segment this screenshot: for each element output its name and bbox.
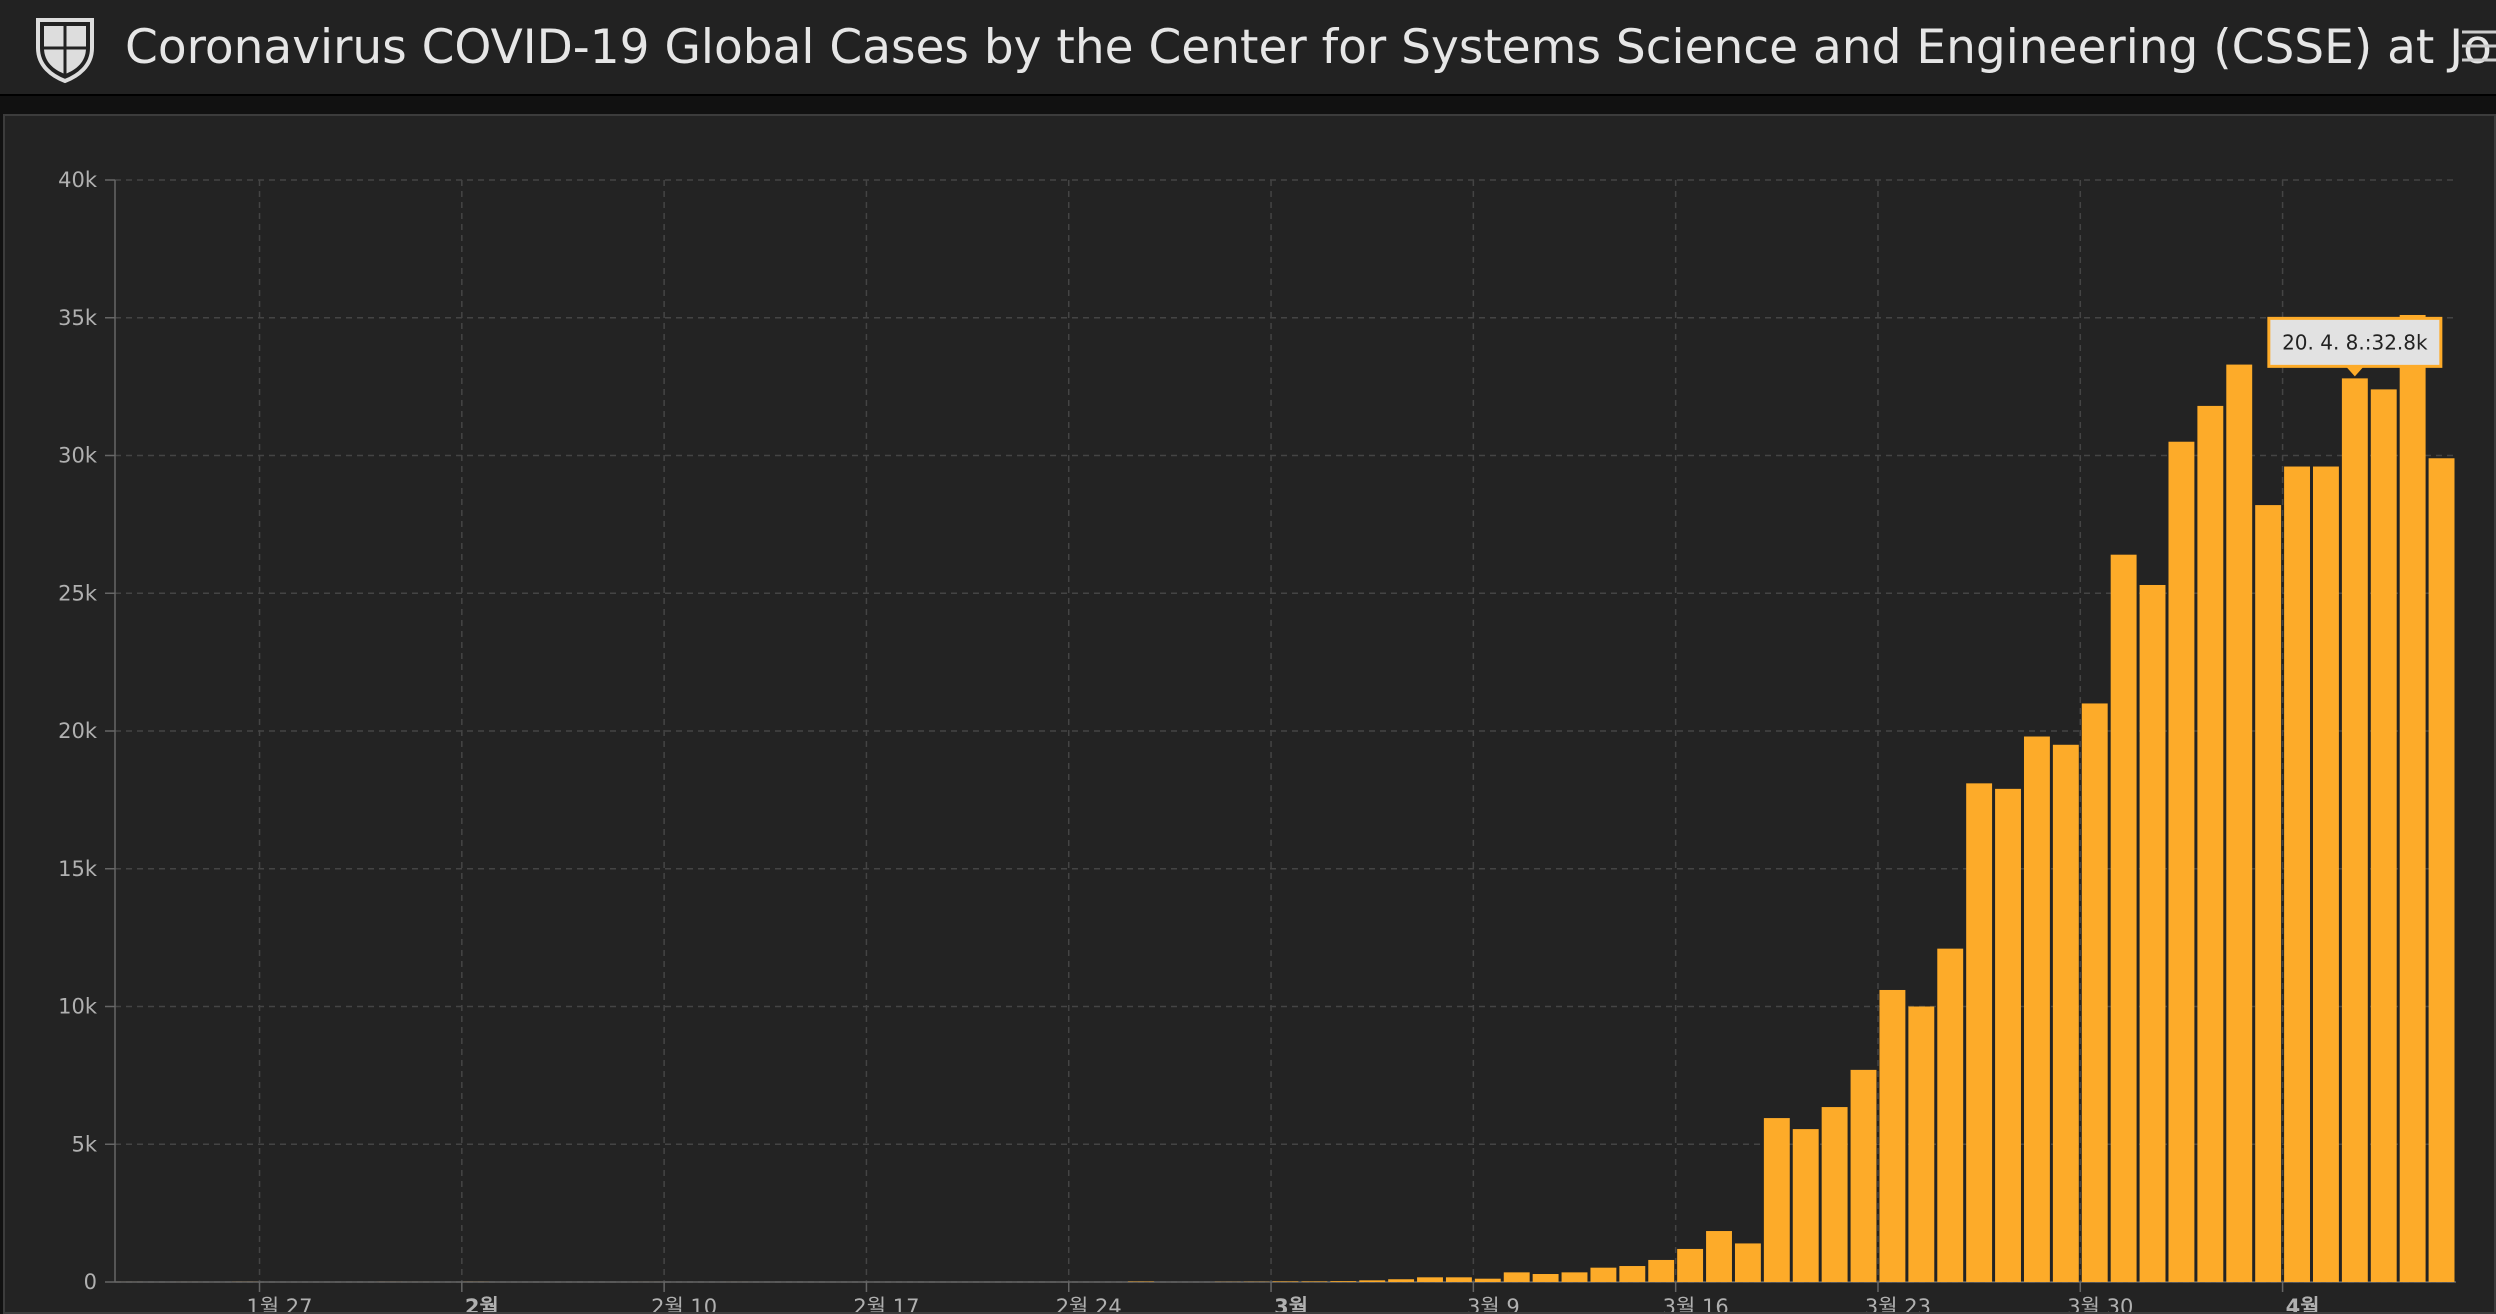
x-tick-label: 2월 10 [651, 1295, 717, 1312]
x-tick-label: 4월 [2286, 1295, 2320, 1312]
bar [1908, 1006, 1935, 1282]
x-tick-label: 2월 [465, 1295, 499, 1312]
bar [1966, 783, 1993, 1282]
header-title: Coronavirus COVID-19 Global Cases by the… [125, 20, 2496, 75]
x-tick-label: 2월 17 [853, 1295, 919, 1312]
tooltip-box [2267, 316, 2443, 368]
bar [1561, 1272, 1588, 1282]
bar [1879, 989, 1906, 1282]
y-tick-label: 5k [71, 1132, 97, 1156]
x-tick-label: 2월 24 [1056, 1295, 1122, 1312]
bar [1763, 1118, 1790, 1282]
chart-panel: 0 5k 10k 15k 20k 25k 30k 35k 40k 1월 27 2월 2월 10 2월 1… [3, 114, 2496, 1314]
tooltip: 20. 4. 8.:32.8k [2267, 316, 2443, 377]
header: Coronavirus COVID-19 Global Cases by the… [0, 0, 2496, 96]
bar [2226, 364, 2253, 1282]
bar [1734, 1243, 1761, 1282]
x-tick-label: 3월 23 [1865, 1295, 1931, 1312]
x-tick-label: 1월 27 [246, 1295, 312, 1312]
bar [1474, 1278, 1501, 1282]
bar [1995, 788, 2021, 1282]
y-tick-label: 35k [58, 306, 98, 330]
bar [1590, 1267, 1617, 1282]
bar [1330, 1281, 1357, 1282]
bar [1850, 1069, 1877, 1282]
y-tick-label: 10k [58, 995, 98, 1019]
bar [2428, 458, 2455, 1282]
bar [1272, 1281, 1299, 1282]
bar [2081, 703, 2108, 1282]
bar [1301, 1281, 1328, 1282]
bar [1937, 948, 1964, 1282]
bar [2370, 389, 2397, 1282]
menu-icon[interactable] [2460, 28, 2496, 68]
x-tick-label: 3월 9 [1467, 1295, 1520, 1312]
bar [1359, 1280, 1386, 1282]
x-tick-label: 3월 16 [1663, 1295, 1729, 1312]
x-tick-label: 3월 30 [2067, 1295, 2133, 1312]
bar [2255, 505, 2282, 1283]
bar [1445, 1277, 1472, 1282]
y-tick-label: 25k [58, 581, 98, 605]
bar [1532, 1274, 1559, 1282]
logo [36, 18, 94, 84]
y-tick-label: 20k [58, 719, 98, 743]
y-tick-label: 0 [84, 1270, 97, 1294]
bar [1648, 1259, 1675, 1282]
bar [1677, 1248, 1704, 1282]
bar [1706, 1231, 1732, 1282]
bar [2139, 584, 2166, 1282]
bar [2312, 466, 2339, 1282]
bar [2023, 736, 2050, 1282]
bar [2052, 744, 2079, 1282]
bar [2284, 466, 2310, 1282]
tooltip-pointer [2345, 366, 2364, 377]
y-tick-label: 15k [58, 857, 98, 881]
bar [2399, 314, 2426, 1282]
y-tick-label: 40k [58, 168, 98, 192]
chart: 0 5k 10k 15k 20k 25k 30k 35k 40k 1월 27 2월 2월 10 2월 1… [58, 168, 2456, 1312]
bar [1417, 1277, 1443, 1282]
bar [1619, 1266, 1646, 1282]
bar [1503, 1272, 1530, 1282]
bar [1792, 1129, 1819, 1282]
bar [1388, 1279, 1415, 1282]
y-tick-label: 30k [58, 444, 98, 468]
bar [2197, 405, 2224, 1282]
bar [2341, 378, 2368, 1282]
x-tick-label: 3월 [1274, 1295, 1308, 1312]
bar [1821, 1107, 1848, 1282]
tooltip-text: 20. 4. 8.:32.8k [2282, 330, 2428, 354]
bar [2168, 441, 2195, 1283]
bar [2110, 554, 2137, 1282]
